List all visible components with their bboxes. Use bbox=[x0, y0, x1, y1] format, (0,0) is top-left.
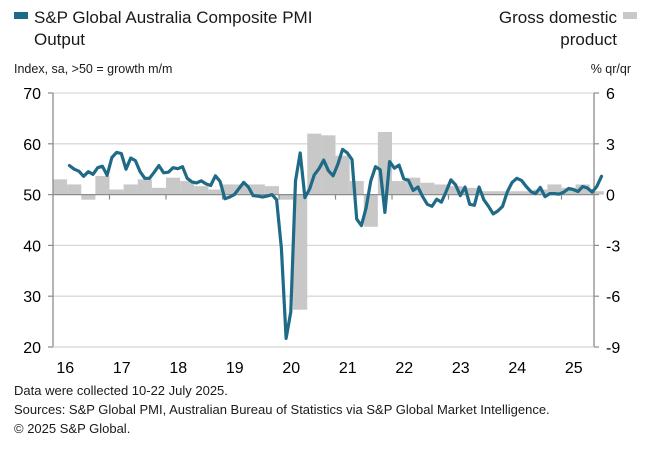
gdp-bar bbox=[95, 175, 110, 195]
gridlines bbox=[53, 92, 594, 348]
gdp-bar bbox=[462, 187, 477, 195]
right-axis-label: % qr/qr bbox=[590, 62, 631, 76]
x-tick-label: 19 bbox=[226, 360, 244, 377]
x-tick-label: 20 bbox=[282, 360, 300, 377]
gdp-bar bbox=[307, 133, 322, 195]
gdp-bar bbox=[236, 184, 251, 195]
x-tick-label: 16 bbox=[56, 360, 74, 377]
gdp-bar bbox=[505, 191, 520, 195]
legend-gdp-label-1: Gross domestic bbox=[498, 8, 617, 27]
footer-collection-note: Data were collected 10-22 July 2025. bbox=[14, 383, 228, 398]
x-tick-label: 23 bbox=[452, 360, 470, 377]
gdp-bar bbox=[180, 181, 195, 195]
gdp-bar bbox=[53, 179, 68, 195]
legend-pmi-label-2: Output bbox=[34, 30, 86, 49]
right-tick-label: -6 bbox=[606, 289, 620, 306]
footer-copyright: © 2025 S&P Global. bbox=[14, 421, 131, 436]
gdp-bar bbox=[123, 184, 138, 195]
left-axis-label: Index, sa, >50 = growth m/m bbox=[14, 62, 173, 76]
gdp-bar bbox=[575, 184, 590, 195]
gdp-bar bbox=[533, 189, 548, 195]
gdp-bar bbox=[137, 179, 152, 195]
gdp-bar bbox=[519, 191, 534, 195]
gdp-legend-marker bbox=[623, 12, 637, 20]
gdp-bar bbox=[222, 184, 237, 195]
pmi-line-group bbox=[67, 147, 604, 340]
legend-gdp-label-2: product bbox=[560, 30, 617, 49]
gdp-bar bbox=[392, 181, 407, 195]
gdp-bar bbox=[547, 184, 562, 195]
pmi-line bbox=[67, 147, 604, 340]
gdp-bar bbox=[81, 194, 96, 200]
left-tick-label: 70 bbox=[23, 86, 41, 103]
pmi-legend-marker bbox=[14, 12, 28, 20]
gdp-bar bbox=[349, 181, 364, 195]
left-tick-label: 20 bbox=[23, 340, 41, 357]
legend-gdp: Gross domestic product bbox=[499, 7, 637, 51]
right-tick-label: 6 bbox=[606, 86, 615, 103]
left-tick-label: 30 bbox=[23, 289, 41, 306]
gdp-bar bbox=[208, 189, 223, 195]
gdp-bars bbox=[53, 131, 604, 310]
gdp-bar bbox=[166, 177, 181, 195]
x-tick-label: 17 bbox=[113, 360, 131, 377]
footer: Data were collected 10-22 July 2025. Sou… bbox=[14, 381, 550, 438]
gdp-bar bbox=[279, 194, 294, 200]
footer-sources: Sources: S&P Global PMI, Australian Bure… bbox=[14, 402, 550, 417]
gdp-bar bbox=[293, 194, 308, 310]
gdp-bar bbox=[264, 186, 279, 195]
left-tick-label: 40 bbox=[23, 238, 41, 255]
gdp-bar bbox=[420, 182, 435, 195]
gdp-bar bbox=[67, 184, 82, 195]
right-tick-label: -3 bbox=[606, 238, 620, 255]
gdp-bar bbox=[194, 186, 209, 195]
x-tick-label: 24 bbox=[508, 360, 526, 377]
x-tick-label: 22 bbox=[395, 360, 413, 377]
gdp-bar bbox=[476, 191, 491, 195]
legend-pmi: S&P Global Australia Composite PMI Outpu… bbox=[14, 7, 312, 51]
left-tick-label: 50 bbox=[23, 188, 41, 205]
x-tick-label: 18 bbox=[169, 360, 187, 377]
axes bbox=[48, 92, 599, 348]
x-tick-label: 21 bbox=[339, 360, 357, 377]
gdp-bar bbox=[434, 184, 449, 195]
gdp-bar bbox=[490, 191, 505, 195]
right-tick-label: -9 bbox=[606, 340, 620, 357]
right-tick-label: 0 bbox=[606, 188, 615, 205]
gdp-bar bbox=[250, 184, 265, 195]
gdp-bar bbox=[109, 189, 124, 195]
gdp-bar bbox=[589, 191, 604, 195]
x-tick-label: 25 bbox=[565, 360, 583, 377]
gdp-bar bbox=[448, 186, 463, 195]
right-tick-label: 3 bbox=[606, 137, 615, 154]
legend-pmi-label-1: S&P Global Australia Composite PMI bbox=[34, 8, 313, 27]
gdp-bar bbox=[151, 187, 166, 195]
gdp-bar bbox=[321, 135, 336, 195]
gdp-bar bbox=[561, 187, 576, 195]
left-tick-label: 60 bbox=[23, 137, 41, 154]
